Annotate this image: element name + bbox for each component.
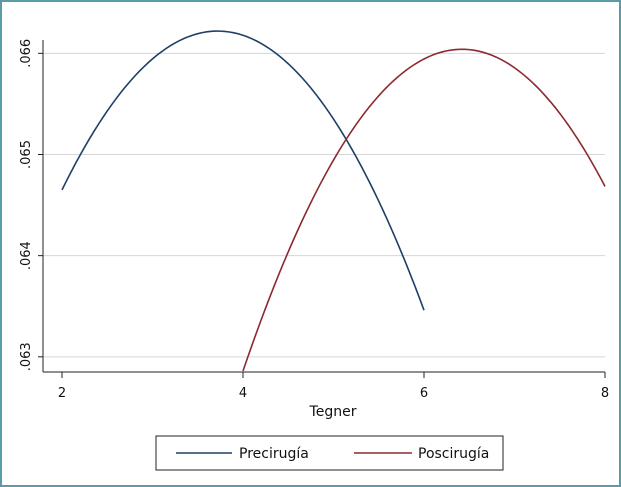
series-curves <box>61 30 606 372</box>
series-line-0 <box>61 30 425 311</box>
x-ticks: 2 4 6 8 <box>58 372 609 401</box>
x-tick-label: 2 <box>58 386 66 401</box>
grid-lines <box>43 52 605 358</box>
y-ticks: .063 .064 .065 .066 <box>19 39 43 371</box>
legend-label-poscirugia: Poscirugía <box>418 446 489 462</box>
y-tick-label: .063 <box>19 342 34 371</box>
y-tick-label: .064 <box>19 241 34 270</box>
x-tick-label: 4 <box>239 386 247 401</box>
series-line-1 <box>242 48 606 372</box>
x-axis-title: Tegner <box>309 404 357 420</box>
legend-label-precirugia: Precirugía <box>239 446 309 462</box>
x-tick-label: 6 <box>420 386 428 401</box>
y-tick-label: .066 <box>19 39 34 68</box>
x-tick-label: 8 <box>601 386 609 401</box>
legend: Precirugía Poscirugía <box>155 435 504 471</box>
y-tick-label: .065 <box>19 140 34 169</box>
